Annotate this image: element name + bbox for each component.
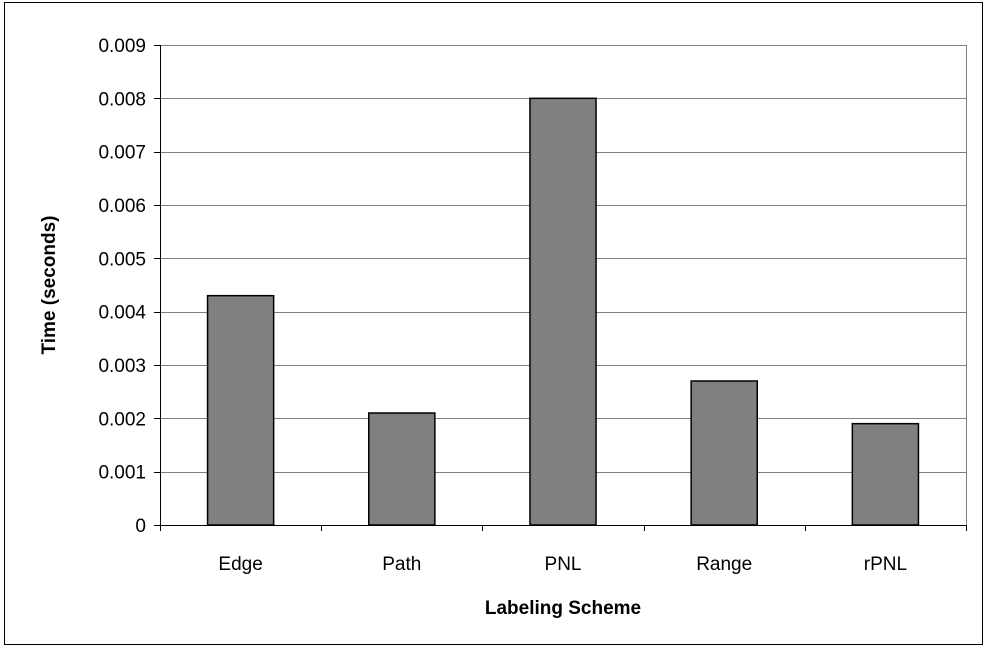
bar-pnl [529,97,597,526]
y-tick-label: 0.001 [98,463,146,484]
x-tick-label: Path [382,554,421,575]
y-tick-label: 0.005 [98,249,146,270]
y-tick-label: 0 [135,516,146,537]
x-tick-label: PNL [545,554,582,575]
y-tick-labels: 0 0.001 0.002 0.003 0.004 0.005 0.006 0.007 0.00… [98,36,146,537]
y-tick-label: 0.009 [98,36,146,57]
y-tick-label: 0.002 [98,409,146,430]
bar-range [690,380,758,526]
x-tick-label: Range [696,554,752,575]
y-tick-label: 0.006 [98,196,146,217]
y-tick-label: 0.007 [98,143,146,164]
y-axis-title: Time (seconds) [39,215,60,354]
bar-edge [206,294,275,526]
y-tick-label: 0.003 [98,356,146,377]
chart-frame [4,2,983,645]
bar-path [368,412,436,526]
x-tick-labels: Edge Path PNL Range rPNL [218,554,907,575]
axes [154,45,967,531]
x-tick-label: Edge [218,554,262,575]
bars [206,97,920,526]
x-tick-label: rPNL [864,554,907,575]
bar-rpnl [851,422,920,526]
y-tick-label: 0.004 [98,303,146,324]
y-tick-label: 0.008 [98,89,146,110]
x-axis-title: Labeling Scheme [485,598,641,619]
